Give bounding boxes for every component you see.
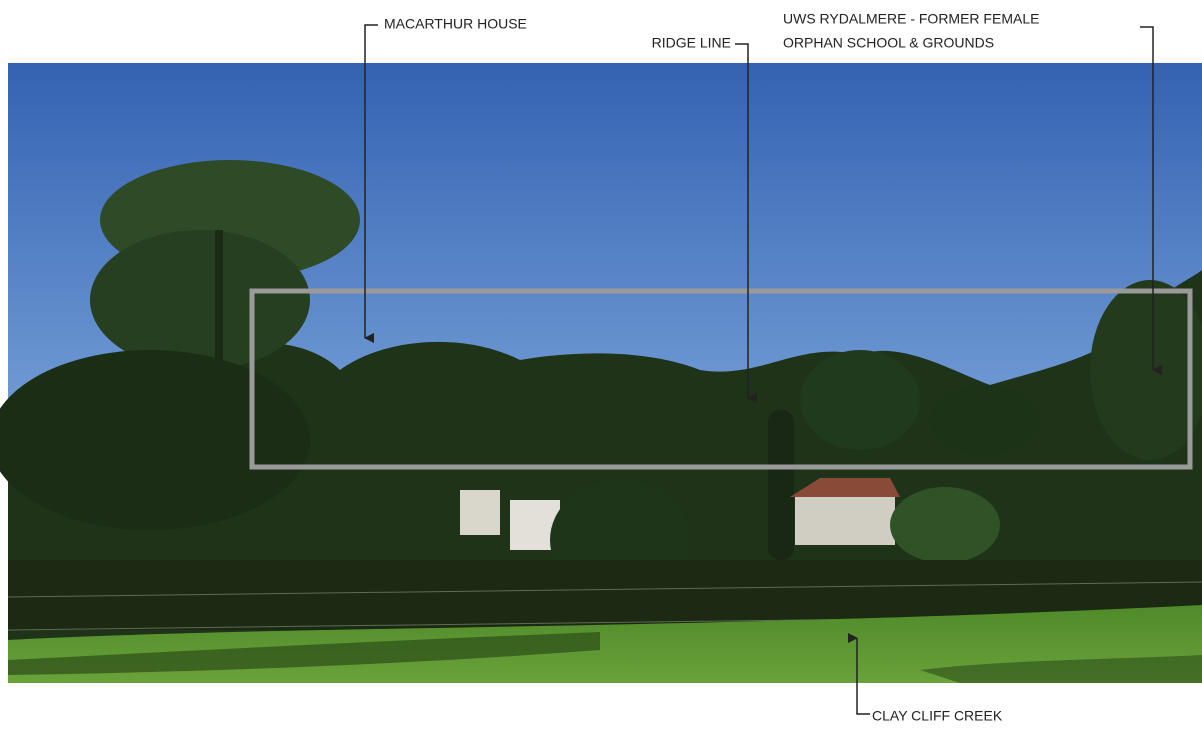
- label: CLAY CLIFF CREEK: [872, 708, 1003, 724]
- label: MACARTHUR HOUSE: [384, 16, 527, 32]
- photo: [0, 63, 1202, 683]
- label: UWS RYDALMERE - FORMER FEMALE: [783, 11, 1039, 27]
- label: RIDGE LINE: [652, 35, 731, 51]
- label: ORPHAN SCHOOL & GROUNDS: [783, 35, 994, 51]
- annotated-photo: MACARTHUR HOUSE RIDGE LINE UWS RYDALMERE…: [0, 0, 1202, 735]
